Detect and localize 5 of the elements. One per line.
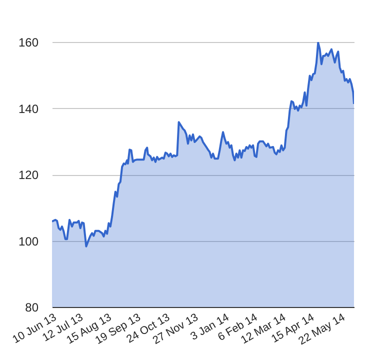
y-tick-label: 140 — [18, 102, 39, 116]
y-tick-label: 100 — [18, 234, 39, 248]
y-tick-label: 160 — [18, 36, 39, 50]
y-tick-label: 80 — [25, 300, 39, 314]
y-tick-label: 120 — [18, 168, 39, 182]
